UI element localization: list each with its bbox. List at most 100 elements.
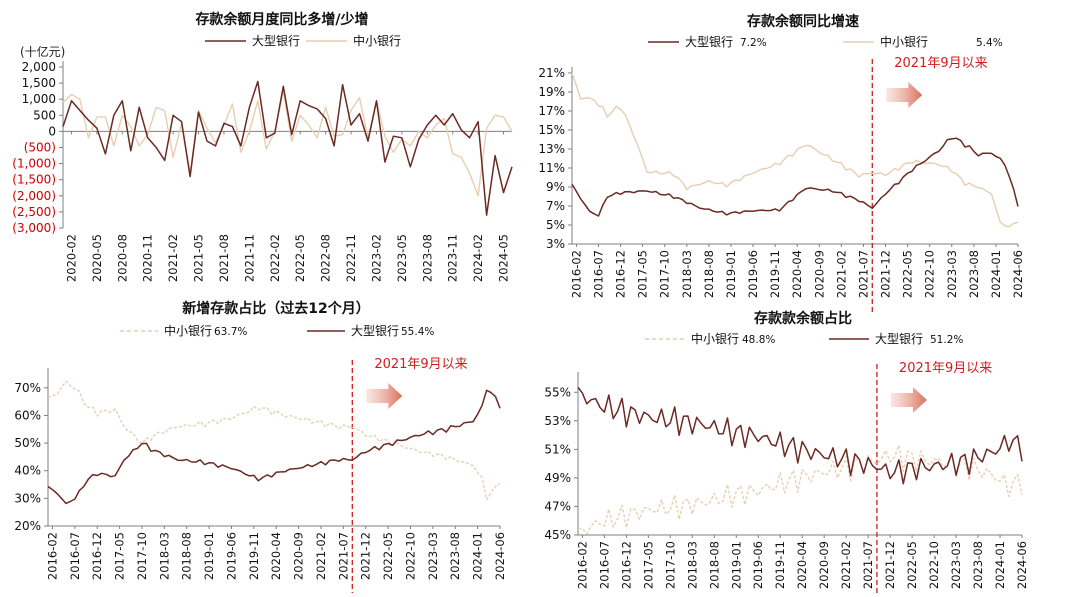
y-tick-label: 45% [544, 528, 571, 542]
y-tick-label: (500) [24, 141, 56, 155]
marker-label: 2021年9月以来 [374, 357, 467, 372]
x-tick-label: 2018-08 [702, 250, 716, 298]
x-tick-label: 2020-09 [292, 532, 306, 580]
x-tick-label: 2022-05 [901, 250, 915, 298]
x-tick-label: 2021-11 [242, 234, 256, 282]
chart-title: 存款余额同比增速 [747, 13, 859, 30]
chart-title: 存款余额月度同比多增/少增 [195, 11, 368, 28]
y-tick-label: 51% [544, 442, 571, 456]
x-tick-label: 2017-05 [113, 532, 127, 580]
x-tick-label: 2022-10 [927, 541, 941, 589]
y-tick-label: 15% [538, 123, 565, 137]
x-tick-label: 2021-02 [166, 234, 180, 282]
x-tick-label: 2020-08 [115, 234, 129, 282]
x-tick-label: 2017-10 [135, 532, 149, 580]
x-tick-label: 2017-05 [636, 250, 650, 298]
y-tick-label: 1,500 [22, 76, 56, 90]
y-tick-label: 47% [544, 499, 571, 513]
x-tick-label: 2016-12 [90, 532, 104, 580]
legend-value: 55.4% [401, 326, 434, 338]
series-line-large [577, 386, 1023, 485]
x-tick-label: 2024-06 [1015, 541, 1029, 589]
legend-label: 中小银行 [164, 323, 212, 338]
legend-label: 大型银行 [351, 324, 399, 338]
x-tick-label: 2023-11 [446, 234, 460, 282]
y-tick-label: 70% [14, 381, 41, 395]
x-tick-label: 2018-03 [680, 250, 694, 298]
x-tick-label: 2022-05 [905, 541, 919, 589]
arrow-icon [890, 387, 927, 413]
x-tick-label: 2016-02 [45, 532, 59, 580]
x-tick-label: 2024-06 [493, 532, 507, 580]
x-tick-label: 2021-02 [834, 250, 848, 298]
x-tick-label: 2021-07 [856, 250, 870, 298]
x-tick-label: 2016-07 [597, 541, 611, 589]
y-tick-label: 19% [538, 85, 565, 99]
y-tick-label: 1,000 [22, 92, 56, 106]
x-tick-label: 2024-01 [471, 532, 485, 580]
y-tick-label: (2,500) [12, 205, 56, 219]
y-tick-label: 53% [544, 414, 571, 428]
y-tick-label: (2,000) [12, 189, 56, 203]
x-tick-label: 2023-03 [945, 250, 959, 298]
x-tick-label: 2023-03 [949, 541, 963, 589]
x-tick-label: 2020-11 [141, 234, 155, 282]
series-line-small [62, 90, 513, 197]
x-tick-label: 2016-02 [569, 250, 583, 298]
y-tick-label: 9% [546, 180, 565, 194]
y-tick-label: 5% [546, 218, 565, 232]
x-tick-label: 2019-06 [751, 541, 765, 589]
x-tick-label: 2021-07 [336, 532, 350, 580]
x-tick-label: 2016-12 [619, 541, 633, 589]
y-tick-label: 60% [14, 408, 41, 422]
y-tick-label: 20% [14, 519, 41, 533]
x-tick-label: 2016-02 [575, 541, 589, 589]
x-tick-label: 2020-09 [812, 250, 826, 298]
unit-label: (十亿元) [20, 44, 65, 59]
y-tick-label: 11% [538, 161, 565, 175]
legend-value: 5.4% [976, 37, 1003, 49]
x-tick-label: 2023-03 [426, 532, 440, 580]
x-tick-label: 2024-06 [1011, 250, 1025, 298]
legend-label: 中小银行 [880, 34, 928, 49]
legend-value: 51.2% [930, 334, 963, 346]
x-tick-label: 2020-09 [817, 541, 831, 589]
x-tick-label: 2019-11 [768, 250, 782, 298]
x-tick-label: 2019-11 [247, 532, 261, 580]
y-tick-label: (1,000) [12, 157, 56, 171]
x-tick-label: 2021-12 [359, 532, 373, 580]
chart-share_new: 新增存款占比（过去12个月） 70% 60% 50% 40% 30% 20% 2016-02 2… [14, 300, 507, 596]
x-tick-label: 2019-06 [746, 250, 760, 298]
chart-share_balance: 存款款余额占比 55% 53% 51% 49% 47% 45% 2016-02 2016-07 2… [544, 310, 1029, 597]
marker-label: 2021年9月以来 [894, 56, 987, 71]
x-tick-label: 2023-08 [448, 532, 462, 580]
x-tick-label: 2021-02 [314, 532, 328, 580]
x-tick-label: 2021-05 [192, 234, 206, 282]
y-tick-label: (3,000) [12, 221, 56, 235]
x-tick-label: 2019-01 [729, 541, 743, 589]
x-tick-label: 2018-08 [180, 532, 194, 580]
x-tick-label: 2023-05 [395, 234, 409, 282]
y-tick-label: 13% [538, 142, 565, 156]
chart-monthly: 存款余额月度同比多增/少增 (十亿元)2,000 1,500 1,000 500 0 (50… [12, 11, 513, 282]
legend-label: 大型银行 [252, 34, 300, 48]
x-tick-label: 2022-02 [268, 234, 282, 282]
series-line-large [571, 137, 1019, 217]
x-tick-label: 2020-05 [90, 234, 104, 282]
x-tick-label: 2022-10 [923, 250, 937, 298]
x-tick-label: 2019-06 [224, 532, 238, 580]
y-tick-label: 50% [14, 436, 41, 450]
legend-value: 7.2% [740, 37, 767, 49]
x-tick-label: 2023-02 [369, 234, 383, 282]
y-tick-label: 55% [544, 385, 571, 399]
x-tick-label: 2022-11 [344, 234, 358, 282]
x-tick-label: 2016-07 [68, 532, 82, 580]
y-tick-label: (1,500) [12, 173, 56, 187]
arrow-icon [366, 383, 403, 409]
x-tick-label: 2021-12 [879, 250, 893, 298]
y-tick-label: 30% [14, 491, 41, 505]
x-tick-label: 2016-07 [591, 250, 605, 298]
x-tick-label: 2024-01 [989, 250, 1003, 298]
